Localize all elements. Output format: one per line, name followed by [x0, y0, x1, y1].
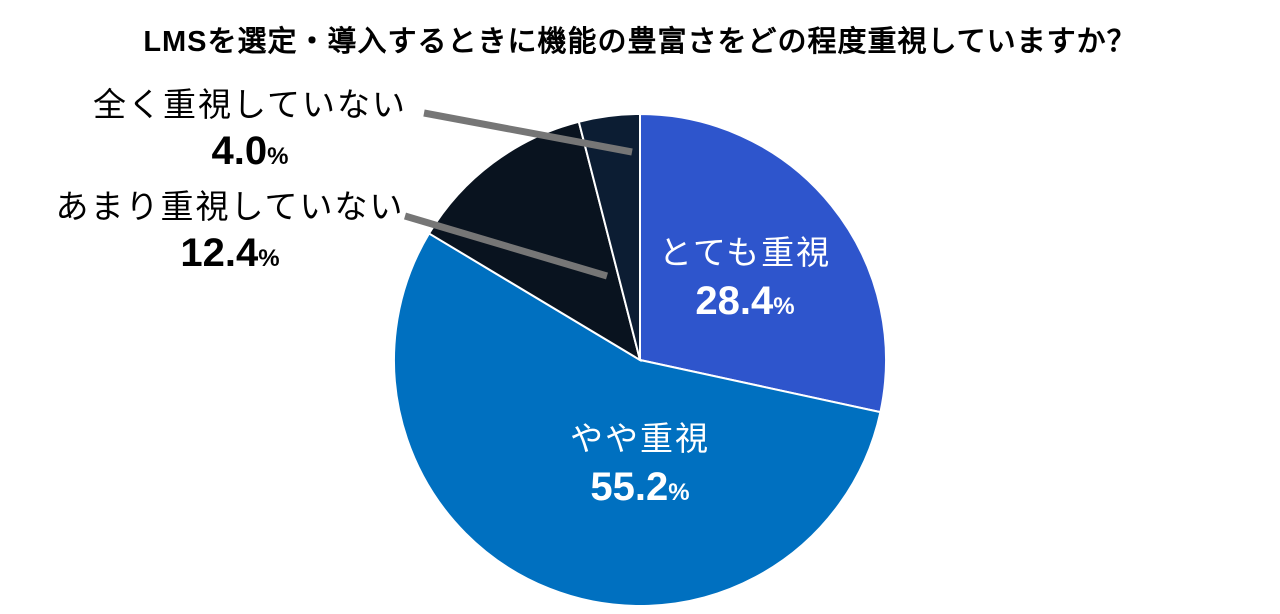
pie-slice-3 [577, 112, 641, 361]
slice-label-very: とても重視 28.4% [658, 234, 832, 323]
leader-line-not-much [404, 212, 608, 280]
leader-line-not-at-all [423, 109, 633, 156]
slice-label-somewhat: やや重視 55.2% [570, 420, 710, 509]
pie-slices [393, 112, 887, 607]
pie-slice-1 [393, 232, 882, 607]
slice-label-not-at-all: 全く重視していない 4.0% [92, 86, 407, 173]
slice-label-not-much: あまり重視していない 12.4% [55, 188, 405, 275]
pie-slice-2 [427, 120, 642, 363]
pie-slice-0 [639, 112, 887, 414]
chart-title: LMSを選定・導入するときに機能の豊富さをどの程度重視していますか？ [143, 26, 1137, 58]
